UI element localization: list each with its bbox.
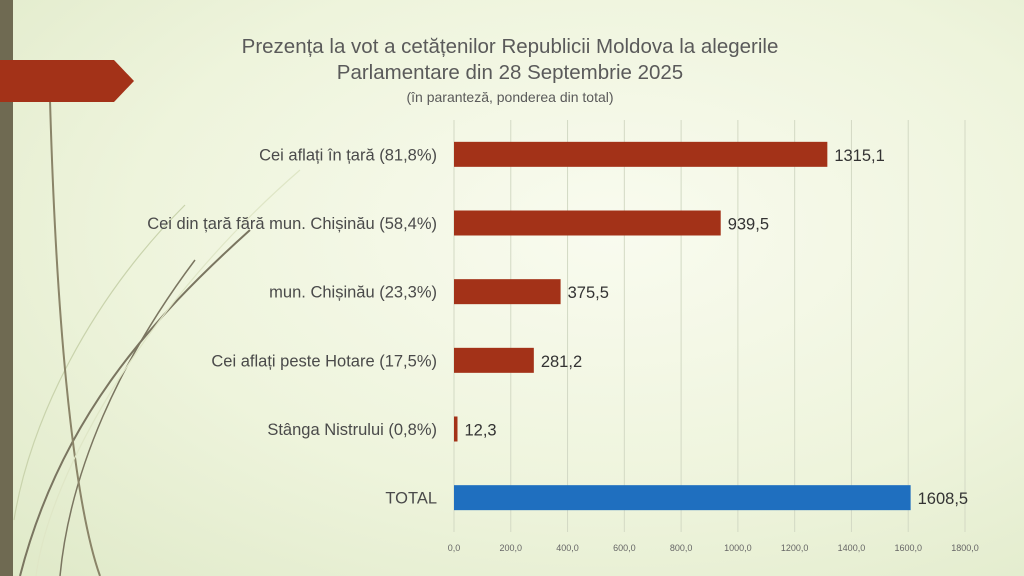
deco-curve: [13, 204, 186, 521]
bar: [454, 485, 911, 511]
arrow-tab-shape: [0, 60, 134, 102]
chart-title-block: Prezența la vot a cetățenilor Republicii…: [150, 34, 870, 107]
x-tick-label: 1200,0: [781, 543, 809, 553]
bar: [454, 416, 458, 442]
value-label: 375,5: [568, 284, 609, 302]
side-strip: [0, 0, 13, 576]
chart-title-line1: Prezența la vot a cetățenilor Republicii…: [241, 35, 779, 58]
deco-curve: [59, 259, 196, 576]
value-label: 281,2: [541, 353, 582, 371]
category-label: Cei aflați peste Hotare (17,5%): [211, 352, 437, 370]
x-tick-label: 1800,0: [951, 543, 979, 553]
bar: [454, 210, 721, 236]
deco-curve: [49, 99, 101, 576]
category-label: Stânga Nistrului (0,8%): [267, 421, 437, 439]
category-label: mun. Chișinău (23,3%): [269, 284, 437, 302]
x-tick-label: 200,0: [500, 543, 523, 553]
category-label: TOTAL: [385, 490, 437, 508]
chart-subtitle: (în paranteză, ponderea din total): [406, 89, 614, 105]
chart-title-line2: Parlamentare din 28 Septembrie 2025: [336, 61, 684, 84]
value-label: 12,3: [464, 422, 496, 440]
x-tick-label: 800,0: [670, 543, 693, 553]
x-tick-label: 600,0: [613, 543, 636, 553]
bar: [454, 141, 828, 167]
x-tick-label: 1000,0: [724, 543, 752, 553]
bar: [454, 279, 561, 305]
x-tick-label: 400,0: [556, 543, 579, 553]
category-label: Cei aflați în țară (81,8%): [259, 146, 437, 164]
x-tick-label: 1600,0: [894, 543, 922, 553]
value-label: 1315,1: [834, 147, 884, 165]
value-label: 939,5: [728, 216, 769, 234]
x-tick-label: 1400,0: [838, 543, 866, 553]
deco-curve: [19, 229, 251, 576]
deco-curve: [35, 169, 301, 576]
category-label: Cei din țară fără mun. Chișinău (58,4%): [147, 215, 437, 233]
x-tick-label: 0,0: [448, 543, 461, 553]
value-label: 1608,5: [918, 490, 968, 508]
bar: [454, 347, 534, 373]
